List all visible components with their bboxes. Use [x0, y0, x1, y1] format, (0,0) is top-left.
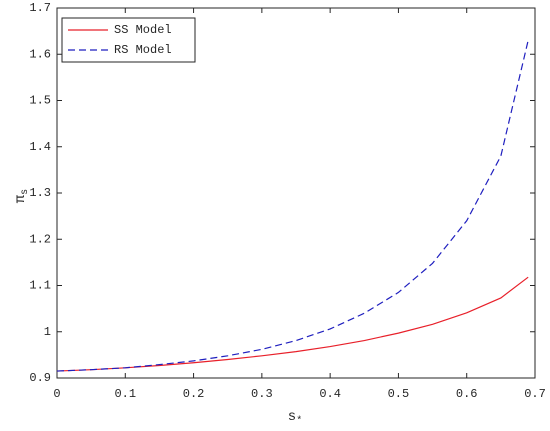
y-tick-label: 1.1 [29, 279, 51, 293]
y-tick-label: 1.7 [29, 1, 51, 15]
x-axis-label: s* [288, 409, 302, 427]
plot-frame [56, 7, 536, 379]
y-tick-label: 1.6 [29, 47, 51, 61]
x-tick-label: 0.6 [456, 387, 478, 401]
x-tick-label: 0.1 [114, 387, 136, 401]
y-label-main: π [13, 194, 29, 203]
x-tick-label: 0.3 [251, 387, 273, 401]
x-tick-label: 0.4 [319, 387, 341, 401]
y-tick-label: 1.3 [29, 186, 51, 200]
y-tick-label: 1.4 [29, 140, 51, 154]
legend-box [61, 17, 196, 63]
y-tick-label: 0.9 [29, 371, 51, 385]
x-tick-label: 0.5 [388, 387, 410, 401]
legend-label: RS Model [114, 43, 172, 57]
x-tick-label: 0.2 [183, 387, 205, 401]
y-tick-label: 1.2 [29, 232, 51, 246]
x-label-main: s [288, 409, 296, 425]
x-tick-label: 0 [53, 387, 60, 401]
x-label-sub: * [296, 415, 302, 427]
series-line [56, 40, 529, 372]
y-axis-label: πs [13, 189, 31, 203]
y-tick-label: 1 [44, 325, 51, 339]
y-tick-label: 1.5 [29, 94, 51, 108]
x-tick-label: 0.7 [524, 387, 546, 401]
series-line [56, 276, 529, 372]
y-label-sub: s [20, 189, 31, 195]
legend-label: SS Model [114, 23, 172, 37]
